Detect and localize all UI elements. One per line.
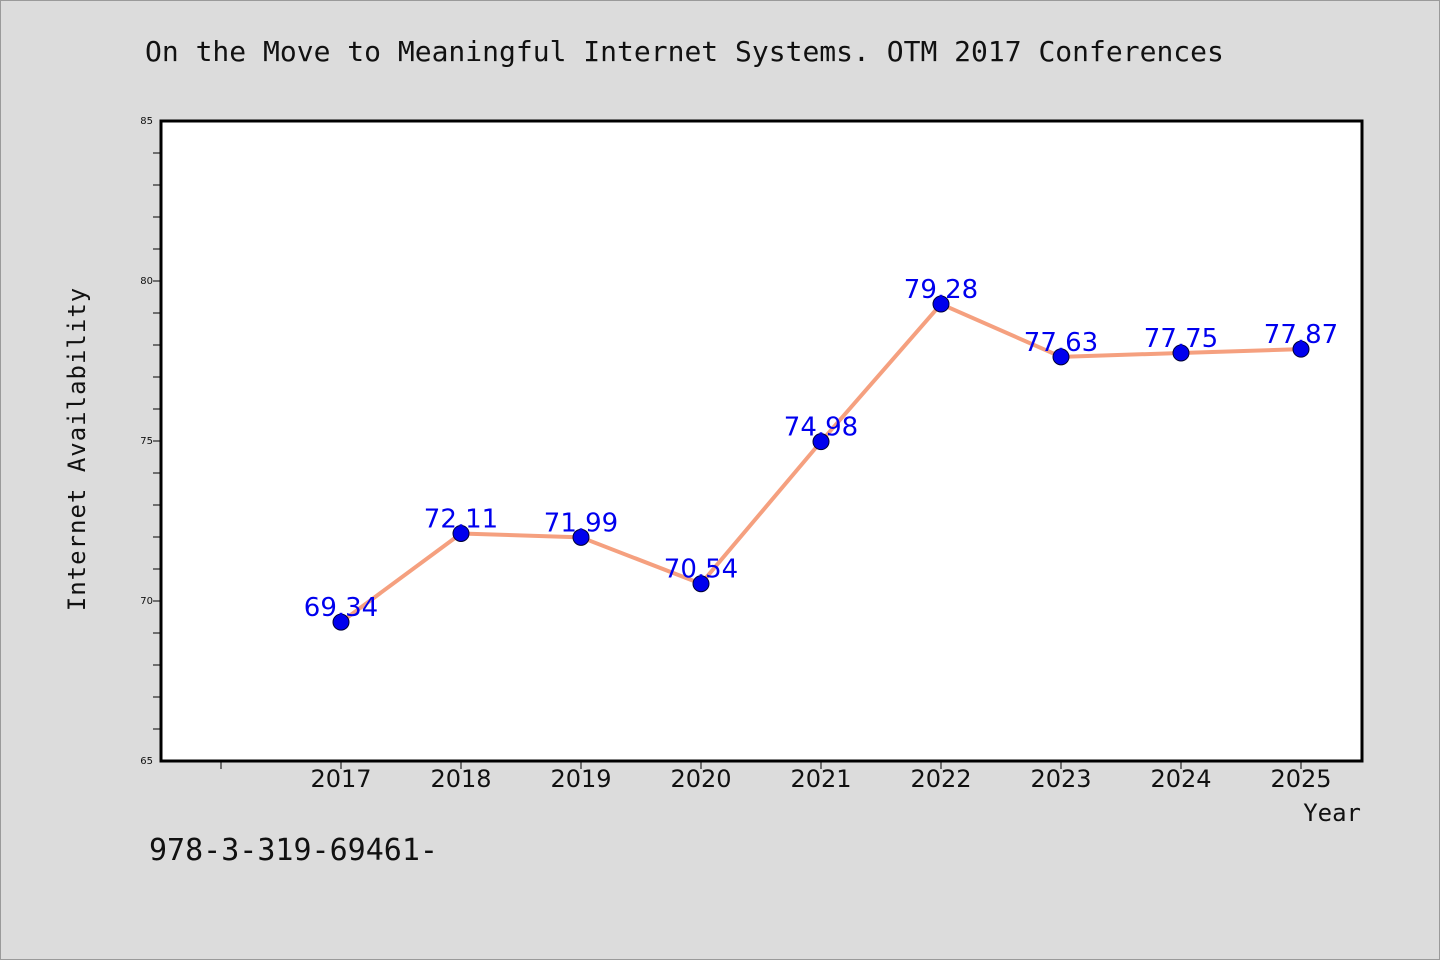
data-labels: 69.34 72.11 71.99 70.54 74.98 79.28 77.63 77.75… (304, 275, 1338, 623)
data-label: 77.63 (1024, 328, 1098, 358)
data-label: 77.75 (1144, 324, 1218, 354)
data-point (1052, 348, 1070, 366)
chart-title: On the Move to Meaningful Internet Syste… (145, 35, 1224, 68)
y-tick-label: 85 (140, 116, 153, 127)
y-axis: 65 70 75 80 85 (140, 116, 161, 767)
x-tick-label: 2025 (1270, 765, 1331, 793)
x-tick-label: 2022 (910, 765, 971, 793)
data-label: 74.98 (784, 413, 858, 443)
y-tick-label: 65 (140, 756, 153, 767)
data-label: 70.54 (664, 555, 738, 585)
y-tick-label: 75 (140, 436, 153, 447)
x-tick-label: 2021 (790, 765, 851, 793)
data-point (1172, 344, 1190, 362)
footnote-isbn: 978-3-319-69461- (149, 833, 438, 868)
data-point (812, 433, 830, 451)
x-tick-label: 2017 (310, 765, 371, 793)
data-points (332, 295, 1310, 631)
data-label: 79.28 (904, 275, 978, 305)
x-tick-label: 2020 (670, 765, 731, 793)
x-axis-label: Year (1303, 799, 1361, 827)
data-label: 77.87 (1264, 320, 1338, 350)
y-tick-label: 80 (140, 276, 153, 287)
x-tick-label: 2018 (430, 765, 491, 793)
data-point (932, 295, 950, 313)
data-point (572, 528, 590, 546)
data-label: 69.34 (304, 593, 378, 623)
x-tick-label: 2023 (1030, 765, 1091, 793)
y-axis-label: Internet Availability (63, 287, 91, 611)
x-axis: 2017 2018 2019 2020 2021 2022 2023 2024 2025 (220, 761, 1332, 793)
data-point (692, 575, 710, 593)
x-tick-label: 2024 (1150, 765, 1211, 793)
y-tick-label: 70 (140, 596, 153, 607)
data-label: 71.99 (544, 508, 618, 538)
data-point (1292, 340, 1310, 358)
data-point (332, 613, 350, 631)
data-point (452, 524, 470, 542)
x-tick-label: 2019 (550, 765, 611, 793)
data-label: 72.11 (424, 504, 498, 534)
plot-area (159, 119, 1364, 763)
